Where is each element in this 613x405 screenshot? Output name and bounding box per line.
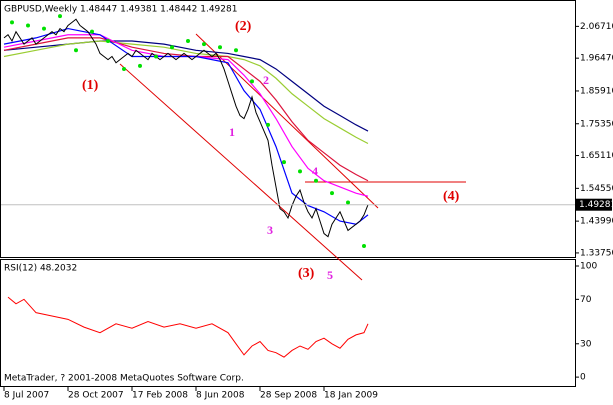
main-panel [0, 0, 576, 258]
price-box [576, 198, 612, 211]
y-tick-label: 1.75350 [580, 119, 613, 129]
sar-dot [362, 243, 366, 248]
rsi-line [7, 296, 369, 358]
footer: MetaTrader, ? 2001-2008 MetaQuotes Softw… [4, 374, 244, 384]
sar-dot [266, 122, 270, 127]
y-tick-label: 2.06710 [580, 22, 613, 32]
x-tick-label: 17 Feb 2008 [132, 391, 188, 401]
y-tick-label: 1.33750 [580, 248, 613, 258]
annotation: 1 [229, 125, 235, 139]
y-tick-label: 1.85910 [580, 86, 613, 96]
y-tick-label: 0 [580, 373, 586, 383]
sar-dot [26, 23, 30, 28]
x-tick-label: 18 Jan 2009 [324, 391, 378, 401]
annotation: (4) [443, 189, 460, 204]
x-tick-label: 8 Jun 2008 [196, 391, 245, 401]
sar-dot [170, 45, 174, 50]
y-tick-label: 30 [580, 339, 592, 349]
sar-dot [202, 42, 206, 47]
y-tick-label: 1.54550 [580, 184, 613, 194]
sar-dot [10, 20, 14, 25]
y-tick-label: 1.96470 [580, 54, 613, 64]
annotation: 2 [263, 73, 269, 87]
moving-average [3, 40, 369, 145]
price-line [3, 18, 369, 238]
sar-dot [346, 200, 350, 205]
sar-dot [106, 38, 110, 43]
sar-dot [282, 160, 286, 165]
sar-dot [330, 191, 334, 196]
annotation: (2) [235, 19, 252, 34]
sar-dot [122, 66, 126, 71]
moving-average [3, 34, 369, 197]
sar-dot [138, 63, 142, 68]
chart-title: GBPUSD,Weekly 1.48447 1.49381 1.48442 1.… [4, 5, 237, 15]
x-tick-label: 28 Oct 2007 [68, 391, 124, 401]
y-tick-label: 70 [580, 295, 592, 305]
sar-dot [298, 169, 302, 174]
sar-dot [42, 26, 46, 31]
rsi-panel [0, 259, 576, 387]
sar-dot [234, 48, 238, 53]
moving-average [3, 37, 369, 182]
price-label: 1.49281 [579, 200, 613, 210]
annotation: 3 [267, 223, 273, 237]
rsi-title: RSI(12) 48.2032 [4, 264, 77, 274]
sar-dot [186, 38, 190, 43]
moving-average [3, 27, 369, 225]
annotation: 4 [312, 164, 318, 178]
y-tick-label: 100 [580, 262, 597, 272]
x-tick-label: 28 Sep 2008 [260, 391, 317, 401]
sar-dot [58, 14, 62, 19]
sar-dot [218, 45, 222, 50]
y-tick-label: 1.65110 [580, 151, 613, 161]
annotation: (1) [82, 78, 99, 93]
sar-dot [250, 79, 254, 84]
x-tick-label: 8 Jul 2007 [4, 391, 49, 401]
sar-dot [314, 178, 318, 183]
channel-line [119, 63, 363, 281]
y-tick-label: 1.43990 [580, 217, 613, 227]
sar-dot [90, 29, 94, 34]
sar-dot [74, 48, 78, 53]
sar-dot [154, 54, 158, 59]
annotation: 5 [327, 268, 333, 282]
annotation: (3) [298, 266, 315, 281]
